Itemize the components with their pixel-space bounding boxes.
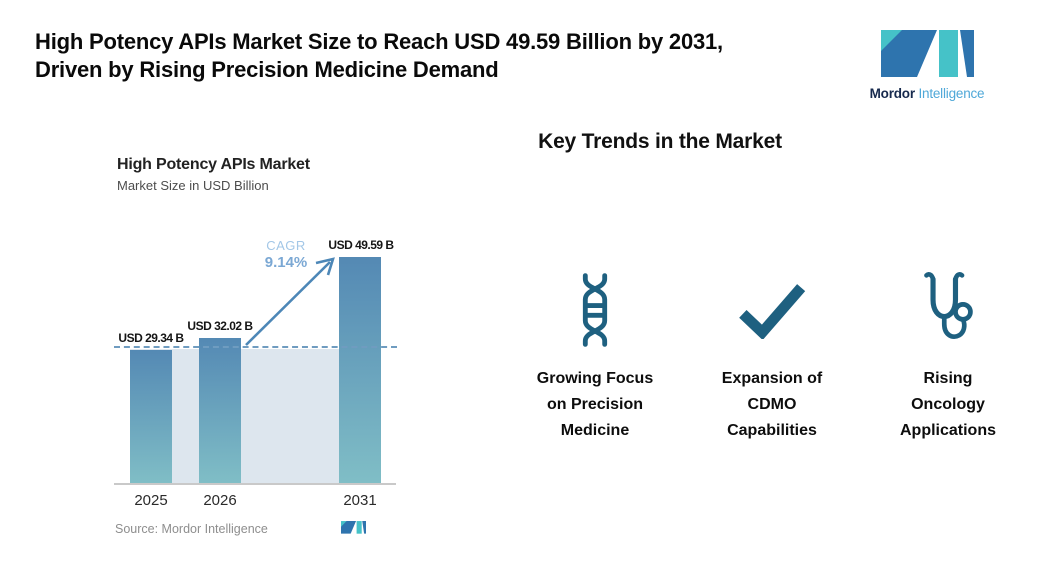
mordor-intelligence-logo-icon (880, 30, 974, 77)
trend-label-line: Capabilities (727, 422, 817, 439)
growth-arrow-icon (245, 257, 335, 346)
x-tick-2025: 2025 (134, 492, 168, 509)
chart-subtitle: Market Size in USD Billion (117, 178, 269, 193)
trend-label-line: Applications (899, 422, 996, 439)
dna-icon (505, 263, 685, 357)
trend-label-line: on Precision (546, 396, 644, 413)
trend-label-line: Oncology (911, 396, 985, 413)
brand-logo: Mordor Intelligence (868, 30, 986, 101)
brand-name-bold: Mordor (869, 86, 915, 101)
stethoscope-icon (858, 263, 1038, 357)
mordor-intelligence-mini-logo-icon (341, 521, 366, 534)
trend-label-line: Rising (923, 370, 973, 387)
trend-label: Expansion of CDMO Capabilities (682, 366, 862, 444)
reference-dashed-line (114, 346, 397, 348)
trend-label-line: CDMO (747, 396, 797, 413)
page-title: High Potency APIs Market Size to Reach U… (35, 28, 865, 84)
bar-2025 (130, 350, 172, 484)
trends-heading: Key Trends in the Market (538, 130, 782, 153)
x-axis-line (114, 483, 396, 485)
brand-name: Mordor Intelligence (868, 86, 986, 101)
source-label: Source: Mordor Intelligence (115, 522, 268, 536)
bar-value-2031: USD 49.59 B (328, 238, 394, 252)
trend-label-line: Growing Focus (536, 370, 654, 387)
checkmark-icon (682, 263, 862, 357)
cagr-label: CAGR (266, 238, 306, 253)
bar-2031 (339, 257, 381, 484)
page-title-line2: Driven by Rising Precision Medicine Dema… (35, 57, 499, 82)
bar-value-2025: USD 29.34 B (118, 331, 184, 345)
trend-card-precision-medicine: Growing Focus on Precision Medicine (505, 263, 685, 444)
brand-name-light: Intelligence (918, 86, 985, 101)
trend-card-cdmo: Expansion of CDMO Capabilities (682, 263, 862, 444)
chart-title: High Potency APIs Market (117, 156, 310, 173)
trend-label-line: Medicine (560, 422, 630, 439)
x-tick-2031: 2031 (343, 492, 377, 509)
trend-label: Rising Oncology Applications (858, 366, 1038, 444)
trend-label: Growing Focus on Precision Medicine (505, 366, 685, 444)
bar-2026 (199, 338, 241, 484)
cagr-value: 9.14% (264, 254, 308, 271)
x-tick-2026: 2026 (203, 492, 237, 509)
trend-card-oncology: Rising Oncology Applications (858, 263, 1038, 444)
trend-label-line: Expansion of (721, 370, 823, 387)
cagr-annotation: CAGR 9.14% (265, 238, 308, 271)
page-title-line1: High Potency APIs Market Size to Reach U… (35, 29, 723, 54)
bar-value-2026: USD 32.02 B (187, 319, 253, 333)
